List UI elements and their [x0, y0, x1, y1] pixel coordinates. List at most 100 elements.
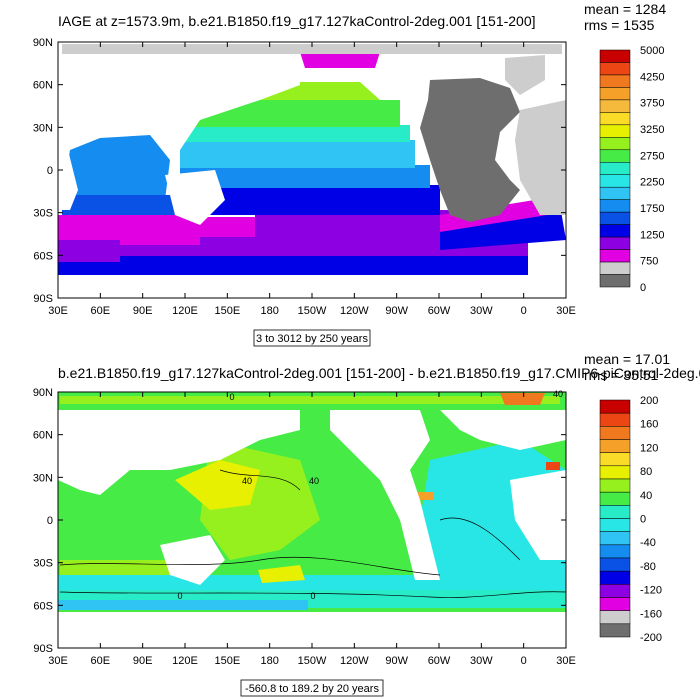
panel-1-xtick-label: 30W [470, 305, 493, 317]
panel-2-ytick-label: 30S [33, 558, 53, 570]
panel-2-contour-labels: 0 40 40 0 0 40 [177, 389, 563, 601]
band-2-arctic-orange [500, 393, 545, 405]
band-2-gulf-orange [410, 492, 434, 500]
panel-2-ytick-label: 30N [33, 472, 53, 484]
panel-1-colorbar-swatch [599, 74, 631, 88]
panel-1-colorbar-swatch [599, 137, 631, 151]
panel-2-colorbar-label: 40 [640, 490, 652, 502]
panel-1-colorbar-label: 0 [640, 282, 646, 294]
land-2-asia [58, 410, 300, 495]
panel-1-xtick-label: 60E [91, 305, 111, 317]
band-2-yellow-1 [175, 460, 260, 510]
panel-1-mean: mean = 1284 [584, 1, 666, 17]
panel-2-colorbar-swatch [599, 399, 631, 414]
panel-2-subtitle-box [240, 679, 384, 697]
panel-2-colorbar-swatch [599, 610, 631, 625]
panel-2-xtick-label: 90E [133, 655, 153, 667]
band-1-indian-deep [62, 195, 175, 220]
panel-1-subtitle-box [253, 329, 371, 347]
panel-1-colorbar-swatch [599, 62, 631, 76]
panel-2-ytick-label: 60N [33, 430, 53, 442]
land-2-australia [160, 535, 225, 585]
panel-1-title: IAGE at z=1573.9m, b.e21.B1850.f19_g17.1… [58, 13, 536, 29]
panel-1-colorbar-label: 750 [640, 256, 658, 268]
band-1-arctic-magenta [300, 52, 380, 68]
panel-2-ytick-label: 90S [33, 643, 53, 655]
panel-1-xtick-label: 90W [385, 305, 408, 317]
band-2-arctic [60, 396, 560, 404]
panel-2-colorbar-swatch [599, 544, 631, 559]
panel-1-colorbar-label: 5000 [640, 45, 664, 57]
panel-1-rms: rms = 1535 [584, 17, 655, 33]
panel-1-xtick-label: 30E [48, 305, 68, 317]
panel-2-colorbar-label: 80 [640, 466, 652, 478]
contour-2-c [59, 591, 566, 598]
panel-1-colorbar-label: 1750 [640, 203, 664, 215]
panel-1-xtick-label: 120W [340, 305, 369, 317]
band-2-med-red [546, 462, 560, 470]
band-1-indian-magenta [58, 215, 200, 245]
panel-2-subtitle: -560.8 to 189.2 by 20 years [245, 683, 379, 695]
panel-1-xtick-label: 150W [298, 305, 327, 317]
panel-1-colorbar-swatch [599, 261, 631, 275]
panel-1-colorbar-label: 1250 [640, 229, 664, 241]
band-1-turquoise [175, 125, 410, 142]
land-1-australia [165, 170, 225, 225]
panel-2-colorbar-label: 120 [640, 442, 658, 454]
panel-2-colorbar-swatch [599, 505, 631, 519]
panel-2-colorbar-swatch [599, 531, 631, 546]
contour-2-b [219, 469, 301, 491]
panel-2: b.e21.B1850.f19_g17.127kaControl-2deg.00… [33, 351, 700, 697]
contour-label: 40 [309, 476, 319, 486]
panel-1-ytick-label: 90S [33, 293, 53, 305]
panel-2-xtick-label: 150W [298, 655, 327, 667]
panel-1-ytick-label: 90N [33, 37, 53, 49]
panel-1-xtick-label: 0 [521, 305, 527, 317]
land-1-europe-africa [515, 100, 566, 215]
panel-1-colorbar-label: 3250 [640, 124, 664, 136]
land-2-americas [330, 410, 440, 580]
band-1-indian-purple [58, 240, 120, 262]
panel-2-xtick-label: 0 [521, 655, 527, 667]
panel-1-subtitle: 3 to 3012 by 250 years [256, 333, 368, 345]
contour-label: 40 [553, 389, 563, 399]
panel-1-colorbar-label: 4250 [640, 71, 664, 83]
band-1-lightblue [180, 165, 430, 188]
panel-2-colorbar-label: -200 [640, 632, 662, 644]
panel-2-colorbar-swatch [599, 597, 631, 611]
panel-1-ytick-label: 60S [33, 250, 53, 262]
panel-2-colorbar-label: 200 [640, 395, 658, 407]
panel-2-map [58, 392, 566, 648]
panel-1-ytick-label: 30N [33, 122, 53, 134]
band-2-atlantic [420, 440, 566, 580]
panel-2-colorbar-swatch [599, 465, 631, 480]
panel-1-colorbar-swatch [599, 99, 631, 113]
panel-2-colorbar-swatch [599, 426, 631, 440]
panel-1-colorbar-swatch [599, 112, 631, 126]
panel-2-xtick-label: 180 [260, 655, 278, 667]
panel-1-xtick-label: 90E [133, 305, 153, 317]
panel-2-colorbar-label: -160 [640, 608, 662, 620]
panel-2-colorbar-label: -40 [640, 537, 656, 549]
panel-1: IAGE at z=1573.9m, b.e21.B1850.f19_g17.1… [33, 1, 666, 347]
panel-2-ytick-label: 0 [47, 515, 53, 527]
panel-1-colorbar-swatch [599, 149, 631, 163]
band-1-indian-blue [62, 135, 170, 200]
panel-2-colorbar-label: -120 [640, 585, 662, 597]
panel-1-colorbar-swatch [599, 162, 631, 175]
panel-1-colorbar-swatch [599, 199, 631, 213]
panel-2-colorbar-swatch [599, 570, 631, 585]
panel-1-colorbar-label: 3750 [640, 98, 664, 110]
panel-2-ytick-label: 60S [33, 600, 53, 612]
panel-2-colorbar-label: 160 [640, 419, 658, 431]
panel-2-xtick-label: 30E [48, 655, 68, 667]
panel-2-xtick-label: 90W [385, 655, 408, 667]
panel-1-colorbar-label: 2750 [640, 150, 664, 162]
panel-1-xtick-label: 30E [556, 305, 576, 317]
panel-2-colorbar: 200 160 120 80 40 0 -40 -80 -120 -160 -200 [599, 395, 662, 644]
band-1-cyan [180, 140, 415, 168]
panel-2-axes: 30E 60E 90E 120E 150E 180 150W 120W 90W 60W 30W 0 30… [33, 387, 576, 667]
panel-1-colorbar-label: 2250 [640, 177, 664, 189]
panel-1-colorbar: 5000 4250 3750 3250 2750 2250 1750 1250 750 0 [599, 45, 664, 294]
panel-1-colorbar-swatch [599, 236, 631, 250]
